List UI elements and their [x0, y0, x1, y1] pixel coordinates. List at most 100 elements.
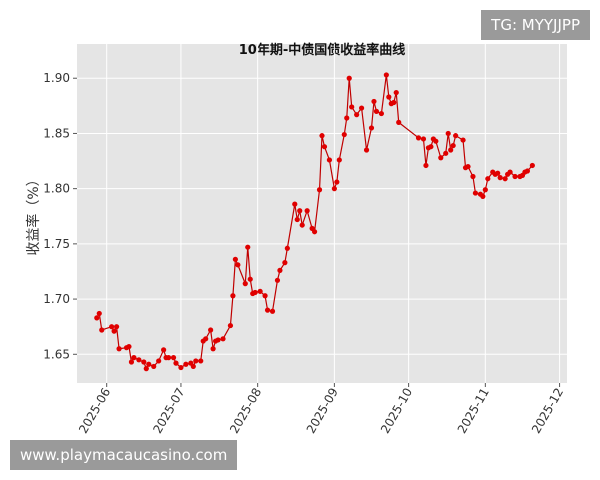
point — [109, 324, 115, 330]
point — [193, 358, 199, 364]
point — [450, 142, 456, 149]
x-tick-label: 2025-08 — [227, 386, 264, 436]
point — [161, 347, 167, 353]
plot-area — [77, 44, 567, 383]
point — [512, 173, 518, 180]
point — [247, 276, 253, 282]
point — [111, 328, 117, 334]
point — [391, 99, 397, 106]
point — [242, 281, 248, 287]
point — [341, 131, 347, 138]
point — [465, 163, 471, 170]
point — [128, 359, 135, 365]
point — [269, 308, 276, 314]
point — [495, 170, 501, 176]
point — [445, 130, 451, 137]
point — [198, 358, 204, 364]
point — [94, 315, 100, 321]
point — [423, 162, 429, 169]
y-axis-title: 收益率（%） — [25, 172, 42, 255]
point — [304, 208, 310, 214]
point — [146, 361, 152, 367]
point — [344, 115, 350, 121]
point — [299, 222, 305, 228]
point — [292, 201, 298, 207]
y-tick-label: 1.65 — [43, 347, 70, 361]
point — [96, 310, 102, 317]
point — [143, 366, 149, 372]
x-tick-label: 2025-12 — [529, 386, 566, 436]
y-tick-label: 1.90 — [43, 71, 70, 85]
point — [230, 293, 236, 299]
point — [433, 138, 439, 144]
point — [507, 169, 513, 175]
point — [448, 147, 454, 153]
point — [396, 119, 402, 126]
point — [183, 361, 189, 367]
point — [420, 136, 427, 142]
point — [480, 193, 486, 199]
point — [378, 110, 384, 117]
point — [358, 105, 365, 111]
point — [482, 187, 488, 193]
point — [156, 358, 162, 364]
point — [264, 307, 271, 313]
point — [354, 112, 360, 118]
point — [151, 363, 157, 370]
point — [116, 346, 122, 352]
y-tick-label: 1.70 — [43, 292, 70, 306]
point — [393, 89, 399, 96]
point — [346, 75, 352, 81]
point — [170, 355, 177, 361]
point — [363, 147, 370, 153]
point — [126, 343, 132, 350]
point — [383, 72, 389, 78]
point — [245, 244, 251, 250]
point — [165, 355, 172, 361]
point — [524, 168, 531, 174]
point — [262, 293, 268, 299]
y-tick-label: 1.85 — [43, 126, 70, 140]
point — [529, 162, 535, 169]
watermark: TG: MYYJJPP — [481, 10, 590, 40]
point — [316, 187, 323, 193]
point — [257, 288, 263, 294]
point — [311, 229, 318, 235]
point — [173, 360, 179, 366]
point — [252, 289, 258, 296]
y-tick-label: 1.75 — [43, 237, 70, 251]
point — [227, 322, 234, 329]
point — [321, 144, 328, 150]
point — [453, 133, 459, 139]
point — [113, 324, 120, 330]
point — [210, 346, 216, 352]
point — [220, 336, 226, 342]
point — [428, 144, 434, 150]
point — [190, 363, 196, 370]
point — [334, 179, 340, 185]
point — [208, 327, 214, 333]
point — [460, 137, 466, 143]
point — [386, 94, 392, 100]
point — [470, 173, 476, 180]
point — [297, 208, 303, 214]
point — [215, 337, 221, 343]
point — [349, 104, 355, 110]
point — [502, 176, 508, 182]
x-tick-label: 2025-07 — [150, 386, 187, 436]
x-tick-label: 2025-10 — [378, 386, 415, 436]
point — [336, 157, 342, 163]
y-tick-label: 1.80 — [43, 182, 70, 196]
point — [178, 364, 184, 371]
point — [371, 98, 377, 105]
point — [331, 186, 337, 192]
point — [136, 357, 142, 363]
point — [282, 260, 288, 266]
chart-title: 10年期-中债国债收益率曲线 — [239, 42, 406, 58]
x-tick-label: 2025-09 — [304, 386, 341, 436]
point — [438, 155, 444, 161]
point — [232, 256, 238, 262]
x-tick-label: 2025-06 — [76, 386, 113, 436]
